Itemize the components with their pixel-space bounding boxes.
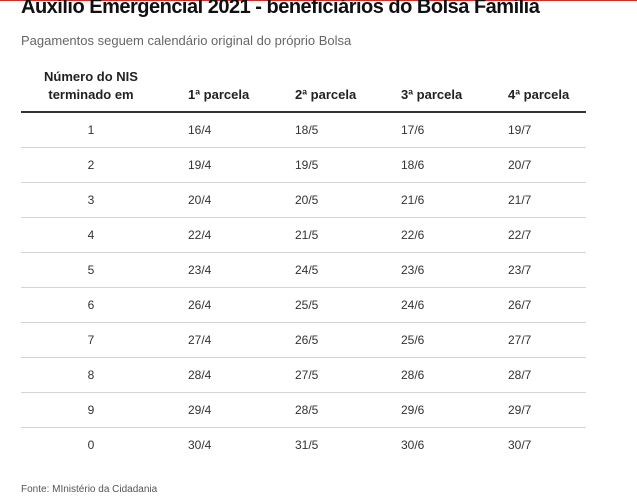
cell-nis: 0: [87, 438, 95, 452]
cell-parcela-4: 22/7: [481, 217, 586, 253]
cell-parcela-4: 26/7: [481, 287, 586, 323]
cell-parcela-2: 27/5: [268, 357, 374, 393]
cell-parcela-2: 18/5: [268, 112, 374, 148]
cell-parcela-3: 23/6: [374, 252, 481, 288]
cell-parcela-1: 23/4: [161, 252, 268, 288]
header-parcela-3: 3ª parcela: [374, 68, 481, 113]
cell-nis: 1: [21, 112, 161, 148]
cell-nis: 4: [21, 217, 161, 253]
cell-nis: 5: [21, 252, 161, 288]
cell-parcela-2: 26/5: [268, 322, 374, 358]
table-row: 7 27/4 26/5 25/6 27/7: [21, 322, 586, 358]
page-title: Auxílio Emergencial 2021 - beneficiários…: [21, 0, 540, 18]
cell-parcela-4: 21/7: [481, 182, 586, 218]
cell-parcela-1: 28/4: [161, 357, 268, 393]
cell-parcela-1: 30/4: [188, 438, 212, 452]
cell-parcela-1: 20/4: [161, 182, 268, 218]
cell-parcela-2: 20/5: [268, 182, 374, 218]
cell-parcela-4: 28/7: [481, 357, 586, 393]
cell-parcela-2: 24/5: [268, 252, 374, 288]
cell-parcela-4: 20/7: [481, 147, 586, 183]
cell-parcela-4: 27/7: [481, 322, 586, 358]
cell-parcela-1: 16/4: [161, 112, 268, 148]
header-nis-line1: Número do NIS: [44, 69, 138, 84]
source-note: Fonte: MInistério da Cidadania: [21, 484, 158, 495]
header-parcela-4: 4ª parcela: [481, 68, 586, 113]
cell-nis: 9: [21, 392, 161, 428]
cell-parcela-2: 31/5: [295, 438, 319, 452]
cell-parcela-3: 17/6: [374, 112, 481, 148]
table-row: 2 19/4 19/5 18/6 20/7: [21, 147, 586, 183]
cell-parcela-1: 29/4: [161, 392, 268, 428]
cell-parcela-4: 23/7: [481, 252, 586, 288]
cell-parcela-4: 30/7: [508, 438, 532, 452]
cell-parcela-1: 26/4: [161, 287, 268, 323]
header-nis: Número do NIS terminado em: [21, 68, 161, 113]
table-row: 4 22/4 21/5 22/6 22/7: [21, 217, 586, 253]
cell-parcela-2: 19/5: [268, 147, 374, 183]
top-accent-rule: [0, 0, 637, 1]
cell-parcela-2: 21/5: [268, 217, 374, 253]
cell-parcela-1: 19/4: [161, 147, 268, 183]
cell-nis: 7: [21, 322, 161, 358]
payment-calendar-table: Número do NIS terminado em 1ª parcela 2ª…: [21, 68, 586, 462]
table-row: 3 20/4 20/5 21/6 21/7: [21, 182, 586, 218]
cell-parcela-3: 22/6: [374, 217, 481, 253]
cell-parcela-2: 28/5: [268, 392, 374, 428]
cell-nis: 8: [21, 357, 161, 393]
cell-nis: 3: [21, 182, 161, 218]
page-subtitle: Pagamentos seguem calendário original do…: [21, 33, 352, 48]
table-row: 1 16/4 18/5 17/6 19/7: [21, 112, 586, 148]
cell-parcela-3: 28/6: [374, 357, 481, 393]
cell-parcela-3: 30/6: [401, 438, 425, 452]
header-parcela-2: 2ª parcela: [268, 68, 374, 113]
cell-parcela-3: 25/6: [374, 322, 481, 358]
cell-parcela-4: 19/7: [481, 112, 586, 148]
header-nis-line2: terminado em: [48, 87, 134, 102]
table-row: 6 26/4 25/5 24/6 26/7: [21, 287, 586, 323]
table-header-row: Número do NIS terminado em 1ª parcela 2ª…: [21, 68, 586, 113]
cell-nis: 6: [21, 287, 161, 323]
cell-parcela-3: 24/6: [374, 287, 481, 323]
table-row: 0 30/4 31/5 30/6 30/7: [21, 428, 586, 463]
header-parcela-1: 1ª parcela: [161, 68, 268, 113]
table-row: 8 28/4 27/5 28/6 28/7: [21, 357, 586, 393]
cell-nis: 2: [21, 147, 161, 183]
cell-parcela-3: 18/6: [374, 147, 481, 183]
cell-parcela-1: 27/4: [161, 322, 268, 358]
cell-parcela-3: 29/6: [374, 392, 481, 428]
cell-parcela-2: 25/5: [268, 287, 374, 323]
cell-parcela-3: 21/6: [374, 182, 481, 218]
cell-parcela-4: 29/7: [481, 392, 586, 428]
table-row: 9 29/4 28/5 29/6 29/7: [21, 392, 586, 428]
table-row: 5 23/4 24/5 23/6 23/7: [21, 252, 586, 288]
cell-parcela-1: 22/4: [161, 217, 268, 253]
